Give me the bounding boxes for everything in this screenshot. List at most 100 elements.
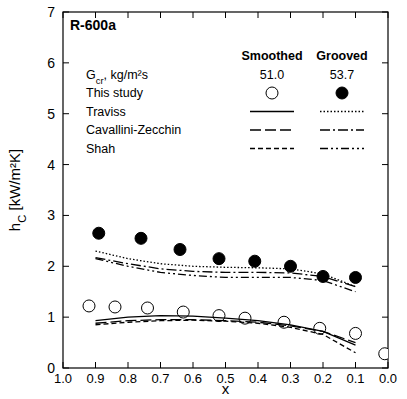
legend-swatch	[336, 87, 348, 99]
x-tick-label: 0.7	[151, 371, 169, 386]
x-tick	[388, 362, 389, 368]
y-tick-label: 1	[47, 309, 55, 325]
y-tick-label: 3	[47, 207, 55, 223]
y-tick-label: 6	[47, 55, 55, 71]
x-tick	[128, 362, 129, 368]
x-tick	[63, 362, 64, 368]
series-line	[96, 320, 356, 343]
legend-label: Shah	[86, 142, 115, 156]
y-tick	[63, 266, 69, 267]
y-tick	[63, 317, 69, 318]
y-tick	[63, 164, 69, 165]
data-point	[285, 260, 297, 272]
legend-label: Traviss	[86, 105, 126, 119]
series-line	[96, 251, 356, 287]
chart: 012345671.00.90.80.70.60.50.40.30.20.10.…	[0, 0, 407, 399]
series-line	[96, 316, 356, 345]
legend-row-label: Gcr, kg/m²s	[86, 68, 148, 86]
x-tick	[290, 362, 291, 368]
x-tick	[323, 12, 324, 18]
legend-column: Grooved	[316, 49, 367, 63]
data-point	[350, 271, 362, 283]
y-tick-label: 5	[47, 106, 55, 122]
legend-label: Cavallini-Zecchin	[86, 123, 181, 137]
data-point	[174, 244, 186, 256]
y-tick-label: 7	[47, 4, 55, 20]
x-tick	[258, 12, 259, 18]
legend-row-value: 51.0	[260, 68, 284, 82]
y-tick-label: 4	[47, 157, 55, 173]
x-tick-label: 0.1	[346, 371, 364, 386]
legend-swatch	[320, 129, 364, 130]
x-tick	[290, 12, 291, 18]
y-tick-label: 2	[47, 258, 55, 274]
data-point	[142, 302, 154, 314]
x-tick-label: 0.4	[249, 371, 267, 386]
legend-row-value: 53.7	[330, 68, 354, 82]
data-point	[83, 300, 95, 312]
x-tick	[193, 12, 194, 18]
plot-marks	[83, 227, 388, 360]
legend-label: This study	[86, 86, 144, 100]
data-point	[109, 301, 121, 313]
x-tick	[63, 12, 64, 18]
data-point	[379, 348, 388, 360]
series-line	[96, 259, 356, 292]
x-tick	[388, 12, 389, 18]
y-tick	[382, 113, 388, 114]
y-tick	[63, 12, 69, 13]
x-tick	[225, 12, 226, 18]
x-tick	[355, 12, 356, 18]
y-tick	[63, 368, 69, 369]
data-point	[249, 255, 261, 267]
y-tick	[382, 62, 388, 63]
series-line	[96, 258, 356, 287]
legend-swatch	[266, 87, 278, 99]
label-part: G	[86, 68, 96, 82]
x-tick-label: 0.9	[86, 371, 104, 386]
data-point	[213, 310, 225, 322]
y-tick	[382, 215, 388, 216]
x-tick	[355, 362, 356, 368]
x-tick	[160, 12, 161, 18]
data-point	[213, 253, 225, 265]
y-tick	[382, 12, 388, 13]
label-sub: cr	[96, 76, 104, 86]
x-tick-label: 0.8	[119, 371, 137, 386]
legend-swatch	[250, 111, 294, 112]
label-part: [kW/m²K]	[6, 149, 23, 215]
y-axis-label: hC [kW/m²K]	[6, 149, 28, 231]
y-tick	[382, 317, 388, 318]
y-tick	[382, 368, 388, 369]
legend-column: Smoothed	[241, 49, 302, 63]
x-tick	[128, 12, 129, 18]
y-tick	[63, 215, 69, 216]
x-tick	[160, 362, 161, 368]
x-tick-label: 0.0	[379, 371, 397, 386]
x-tick	[95, 362, 96, 368]
data-point	[135, 232, 147, 244]
x-axis-label: x	[222, 380, 230, 397]
label-part: h	[6, 223, 23, 231]
x-tick	[323, 362, 324, 368]
x-tick-label: 0.3	[281, 371, 299, 386]
legend-swatch	[320, 111, 364, 112]
y-tick	[63, 62, 69, 63]
y-tick	[382, 164, 388, 165]
legend-swatch	[250, 129, 294, 130]
label-sub: C	[16, 215, 28, 223]
x-tick-label: 0.2	[314, 371, 332, 386]
y-tick	[382, 266, 388, 267]
data-point	[93, 227, 105, 239]
x-tick-label: 0.6	[184, 371, 202, 386]
plot-frame	[63, 12, 388, 368]
y-tick	[63, 113, 69, 114]
data-point	[350, 327, 362, 339]
series-line	[96, 320, 356, 353]
title: R-600a	[70, 17, 116, 33]
x-tick	[225, 362, 226, 368]
x-tick	[193, 362, 194, 368]
data-point	[314, 322, 326, 334]
legend-swatch	[250, 148, 294, 149]
label-part: , kg/m²s	[104, 68, 148, 82]
